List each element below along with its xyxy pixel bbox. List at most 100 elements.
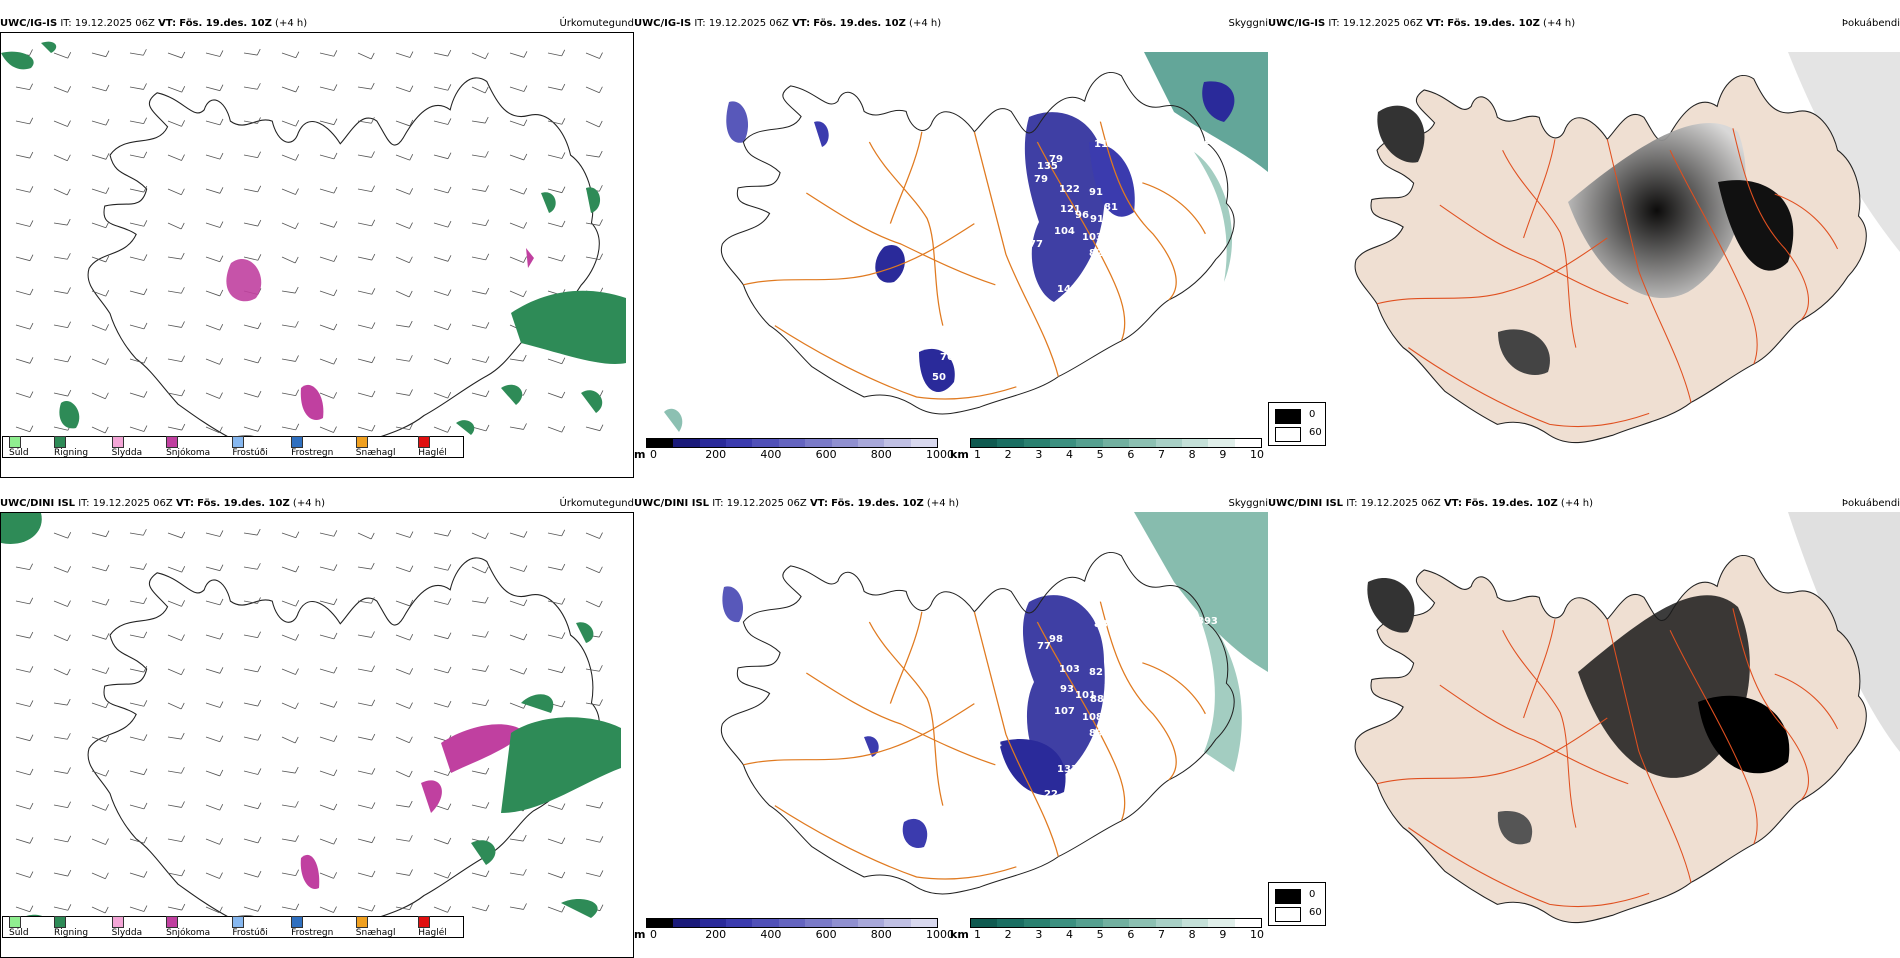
wind-barb [395,290,413,298]
wind-barb [433,529,452,537]
wind-barb [357,665,375,673]
wind-barb [15,802,34,810]
fog-panel-row2: UWC/DINI ISL IT: 19.12.2025 06Z VT: Fös.… [1268,496,1900,946]
colorbar-tick: 2 [1004,928,1012,941]
wind-barb [281,286,299,294]
cloud-base-value: 393 [1197,616,1218,627]
wind-barb [243,528,261,536]
colorbar-segment [1076,439,1103,447]
wind-barb [167,389,186,397]
visibility-bar [970,918,1262,928]
road-network [743,601,1206,880]
wind-barb [91,426,109,434]
cloud-base-value: 46 [956,380,970,391]
wind-barb [205,598,224,606]
wind-barb [53,218,71,226]
wind-barb [509,290,527,298]
wind-barb [129,802,148,810]
wind-barb [319,564,338,571]
wind-barb [129,905,148,912]
wind-barbs [15,528,604,914]
wind-barb [167,835,185,843]
road [1099,121,1177,301]
wind-barb [15,288,34,296]
wind-barb [281,321,299,328]
wind-barb [281,154,299,161]
coastline [87,77,600,458]
wind-barb [281,222,299,230]
wind-barb [509,633,528,641]
wind-barb [15,597,34,605]
wind-barb [205,735,224,743]
cloud-base-value: 81 [1104,202,1118,213]
colorbar-segment [752,919,779,927]
cloud-base-value: 111 [1094,139,1115,150]
iceland-outline [720,552,1235,895]
cloud-base-value: 89 [1089,728,1103,739]
colorbar-tick: 800 [870,928,892,941]
wind-barb [319,255,338,262]
wind-barb [357,322,376,329]
wind-barb [91,701,110,709]
colorbar-segment [910,919,937,927]
cloud-base-value: 143 [1057,284,1078,295]
wind-barb [471,356,490,363]
road [1408,827,1650,908]
road [1376,717,1608,785]
wind-barb [15,322,34,330]
wind-barb [319,837,338,845]
road [1774,673,1839,730]
cloud-map-row1: 108 180 114 98 79 111 135 122 91 121 96 91 81 104 103 8… [634,32,1268,432]
wind-barb [205,323,224,331]
wind-barb [547,254,566,262]
wind-barb [547,563,566,571]
visibility-bar [970,438,1262,448]
road [1099,601,1177,781]
fog-panel-row1: UWC/IG-IS IT: 19.12.2025 06Z VT: Fös. 19… [1268,16,1900,466]
wind-barb [15,117,34,125]
wind-barb [585,424,604,432]
cloud-base-value: 138 [944,731,965,742]
road [1774,193,1839,250]
wind-barb [15,563,33,571]
colorbar-tick: 1 [974,928,981,941]
colorbar-segment [831,919,858,927]
wind-barb [53,287,71,294]
wind-barb [205,50,224,57]
wind-barb [471,322,490,329]
wind-barb [395,633,414,641]
wind-barb [91,530,110,538]
wind-barb [15,734,34,742]
wind-barb [129,631,148,639]
colorbar-tick: 200 [705,928,727,941]
wind-barb [585,253,603,261]
road [1502,630,1577,828]
legend-item: Frostregn [291,916,342,938]
cloud-base-value: 69 [959,362,973,373]
wind-barb [15,151,34,159]
colorbar-segment [752,439,779,447]
wind-barb [395,668,413,675]
road [1408,347,1650,428]
wind-barb [319,323,338,331]
wind-barb [357,870,376,878]
colorbar-segment [805,439,832,447]
road [1439,204,1629,305]
wind-barb [167,600,185,607]
wind-barb [205,701,224,708]
cloud-base-value: 187 [1144,596,1165,607]
wind-barb [53,668,71,676]
wind-barb [319,426,337,433]
wind-barb [53,835,72,843]
legend-item: Frostúði [232,916,277,938]
wind-barb [433,49,452,57]
wind-barb [547,425,566,433]
wind-barb [15,905,34,913]
wind-barb [243,425,262,432]
wind-barb [357,424,376,432]
wind-barb [471,802,490,809]
colorbar-tick: 8 [1188,448,1196,461]
wind-barb [205,187,224,194]
fog-legend-row2: 0 60 [1268,882,1326,926]
wind-barb [433,323,452,331]
